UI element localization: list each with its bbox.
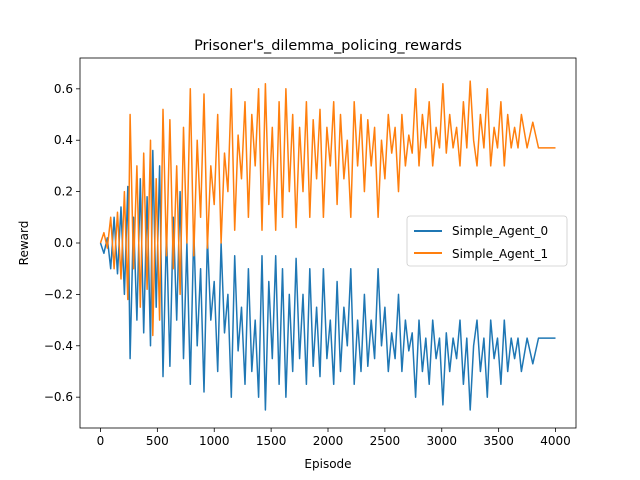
legend-box <box>406 215 568 267</box>
x-axis-label: Episode <box>304 457 351 471</box>
legend-label-agent-0: Simple_Agent_0 <box>452 224 548 238</box>
y-axis-label: Reward <box>17 221 31 266</box>
x-tick-label: 500 <box>146 434 169 448</box>
x-tick-label: 2500 <box>370 434 401 448</box>
x-tick-label: 2000 <box>313 434 344 448</box>
plot-area <box>99 80 556 411</box>
x-tick-label: 3500 <box>483 434 514 448</box>
y-tick-label: 0.6 <box>54 82 73 96</box>
y-tick-label: 0.0 <box>54 236 73 250</box>
y-tick-label: −0.6 <box>44 390 73 404</box>
y-tick-label: 0.2 <box>54 185 73 199</box>
y-axis-ticks: −0.6 −0.4 −0.2 0.0 0.2 0.4 0.6 <box>44 82 80 404</box>
x-tick-label: 0 <box>97 434 105 448</box>
x-axis-ticks: 0 500 1000 1500 2000 2500 3000 3500 4000 <box>97 428 571 448</box>
series-line-agent-1 <box>99 80 556 337</box>
y-tick-label: −0.2 <box>44 287 73 301</box>
x-tick-label: 1500 <box>256 434 287 448</box>
y-tick-label: 0.4 <box>54 133 73 147</box>
y-tick-label: −0.4 <box>44 339 73 353</box>
x-tick-label: 4000 <box>540 434 571 448</box>
legend-label-agent-1: Simple_Agent_1 <box>452 247 548 261</box>
legend: Simple_Agent_0 Simple_Agent_1 <box>406 215 568 267</box>
series-line-agent-0 <box>99 149 556 411</box>
x-tick-label: 3000 <box>426 434 457 448</box>
x-tick-label: 1000 <box>199 434 230 448</box>
chart-title: Prisoner's_dilemma_policing_rewards <box>194 38 462 54</box>
